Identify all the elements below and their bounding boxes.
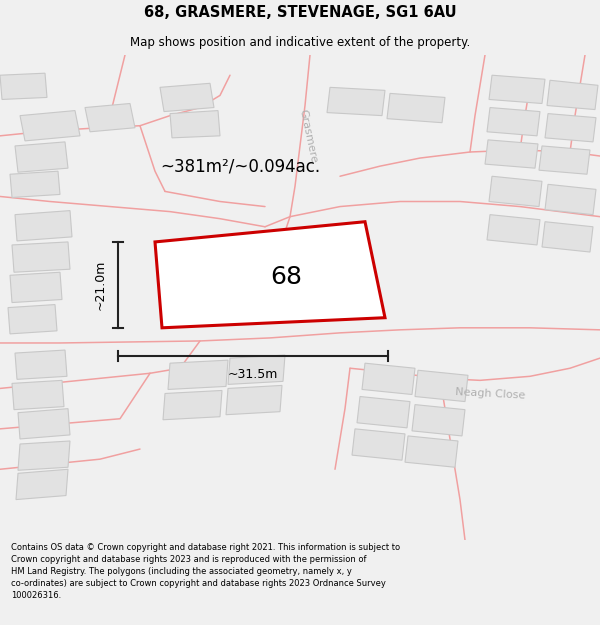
Text: ~21.0m: ~21.0m — [94, 259, 107, 310]
Polygon shape — [163, 391, 222, 420]
Polygon shape — [226, 386, 282, 415]
Polygon shape — [8, 304, 57, 334]
Polygon shape — [415, 370, 468, 402]
Polygon shape — [168, 360, 228, 389]
Polygon shape — [489, 176, 542, 206]
Polygon shape — [85, 104, 135, 132]
Polygon shape — [362, 363, 415, 394]
Polygon shape — [405, 436, 458, 468]
Polygon shape — [352, 429, 405, 460]
Polygon shape — [489, 75, 545, 104]
Polygon shape — [0, 73, 47, 99]
Polygon shape — [357, 396, 410, 428]
Polygon shape — [412, 404, 465, 436]
Polygon shape — [12, 381, 64, 409]
Polygon shape — [485, 140, 538, 168]
Polygon shape — [387, 93, 445, 122]
Polygon shape — [160, 83, 214, 112]
Polygon shape — [16, 469, 68, 499]
Text: Map shows position and indicative extent of the property.: Map shows position and indicative extent… — [130, 36, 470, 49]
Text: 68, GRASMERE, STEVENAGE, SG1 6AU: 68, GRASMERE, STEVENAGE, SG1 6AU — [143, 4, 457, 19]
Polygon shape — [12, 242, 70, 272]
Polygon shape — [327, 88, 385, 116]
Polygon shape — [18, 441, 70, 470]
Polygon shape — [545, 184, 596, 214]
Text: 68: 68 — [271, 265, 303, 289]
Polygon shape — [18, 409, 70, 439]
Text: ~31.5m: ~31.5m — [228, 368, 278, 381]
Polygon shape — [15, 142, 68, 172]
Text: Neagh Close: Neagh Close — [455, 387, 525, 401]
Polygon shape — [10, 272, 62, 302]
Polygon shape — [228, 355, 285, 384]
Polygon shape — [547, 80, 598, 109]
Polygon shape — [20, 111, 80, 141]
Polygon shape — [170, 111, 220, 138]
Polygon shape — [545, 114, 596, 142]
Text: Contains OS data © Crown copyright and database right 2021. This information is : Contains OS data © Crown copyright and d… — [11, 542, 400, 600]
Polygon shape — [15, 211, 72, 241]
Text: ~381m²/~0.094ac.: ~381m²/~0.094ac. — [160, 157, 320, 175]
Polygon shape — [487, 214, 540, 245]
Polygon shape — [155, 222, 385, 328]
Polygon shape — [15, 350, 67, 379]
Polygon shape — [10, 171, 60, 198]
Polygon shape — [487, 107, 540, 136]
Polygon shape — [542, 222, 593, 252]
Polygon shape — [539, 146, 590, 174]
Text: Grasmere: Grasmere — [298, 108, 319, 164]
